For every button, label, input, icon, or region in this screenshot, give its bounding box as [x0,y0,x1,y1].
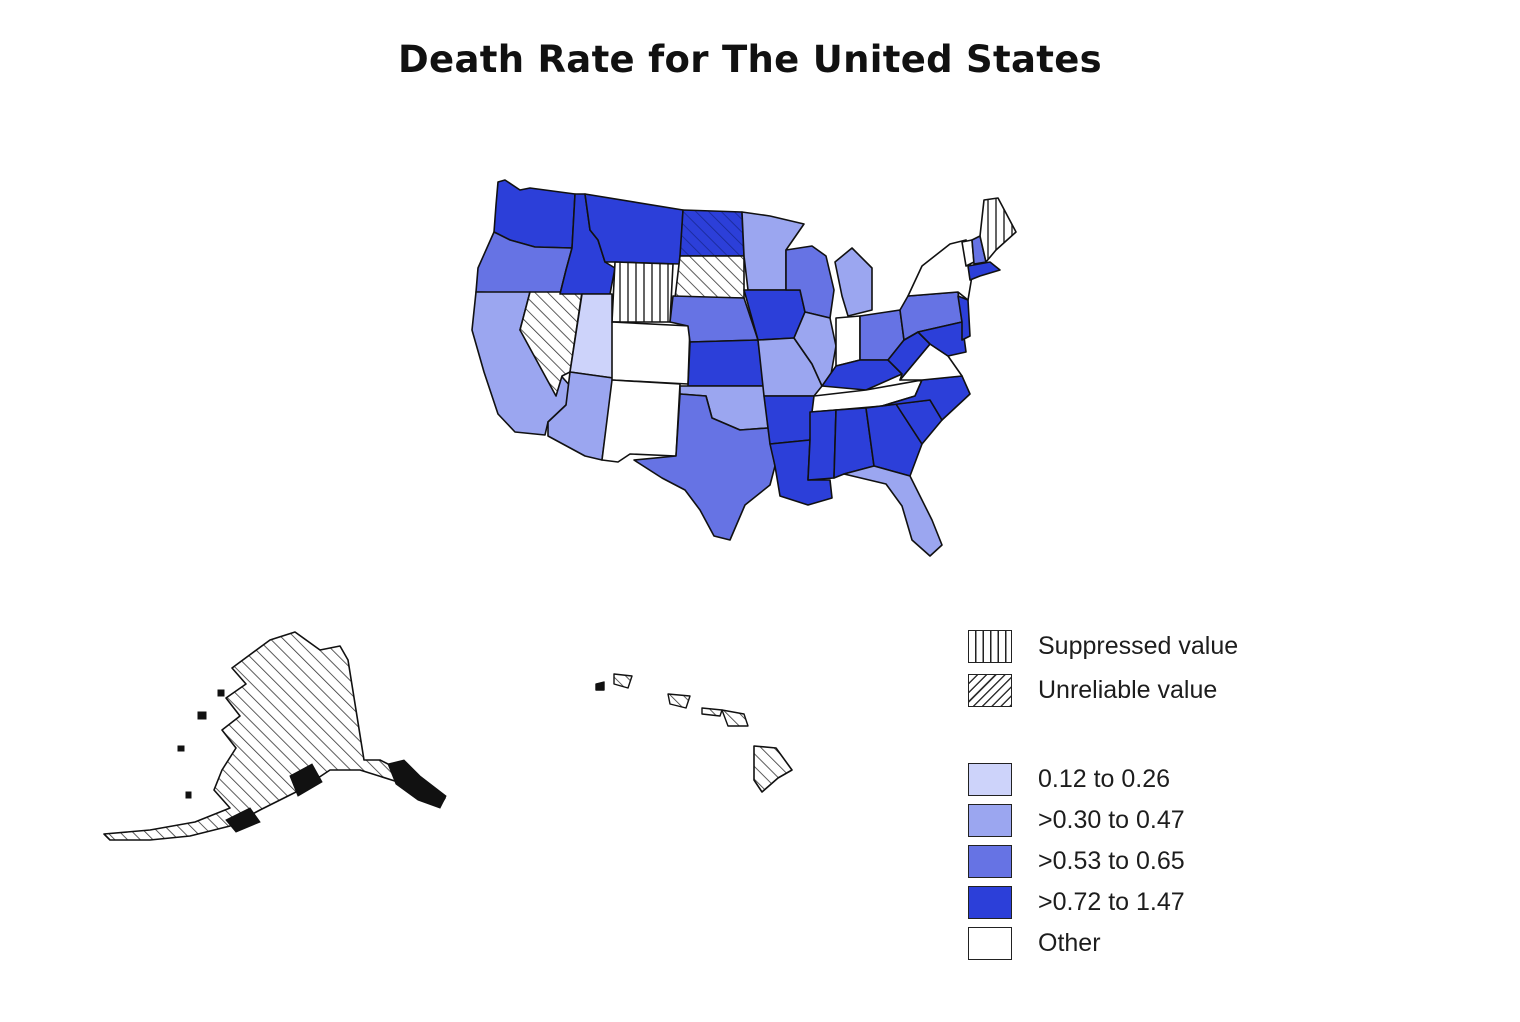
state-HI [753,745,793,793]
state-MA [967,261,1001,281]
state-HI-oahu [667,693,691,709]
alaska-islands [177,689,447,833]
legend-swatch-class-2 [968,804,1012,837]
state-NC [881,375,971,421]
state-HI-kauai [613,673,633,689]
legend-label-unreliable: Unreliable value [1038,676,1218,704]
legend-swatch-class-4 [968,886,1012,919]
state-HI-maui [721,709,749,727]
state-HI-niihau [595,681,605,691]
state-IN [835,315,861,367]
state-MD [917,321,967,357]
state-AK [103,631,446,841]
state-NM [601,379,681,463]
legend-label-class-3: >0.53 to 0.65 [1038,847,1185,875]
map-title: Death Rate for The United States [398,38,1102,81]
legend-swatch-class-3 [968,845,1012,878]
legend-label-other: Other [1038,929,1101,957]
legend-swatch-other [968,927,1012,960]
state-KS [687,339,765,387]
legend-swatch-class-1 [968,763,1012,796]
state-AR [763,395,815,445]
legend-label-class-4: >0.72 to 1.47 [1038,888,1185,916]
legend-label-class-1: 0.12 to 0.26 [1038,765,1171,793]
legend-swatch-suppressed [968,630,1012,663]
legend-label-class-2: >0.30 to 0.47 [1038,806,1185,834]
state-CO [611,321,691,385]
state-MS [807,409,837,481]
legend-swatch-unreliable [968,674,1012,707]
state-ND [679,209,745,257]
state-MI [834,247,873,317]
state-SD [674,255,745,299]
legend-label-suppressed: Suppressed value [1038,632,1239,660]
state-ME [979,197,1017,263]
state-WY [611,261,674,323]
state-FL [843,465,943,557]
state-TX [633,393,776,541]
state-HI-molokai [701,707,723,717]
